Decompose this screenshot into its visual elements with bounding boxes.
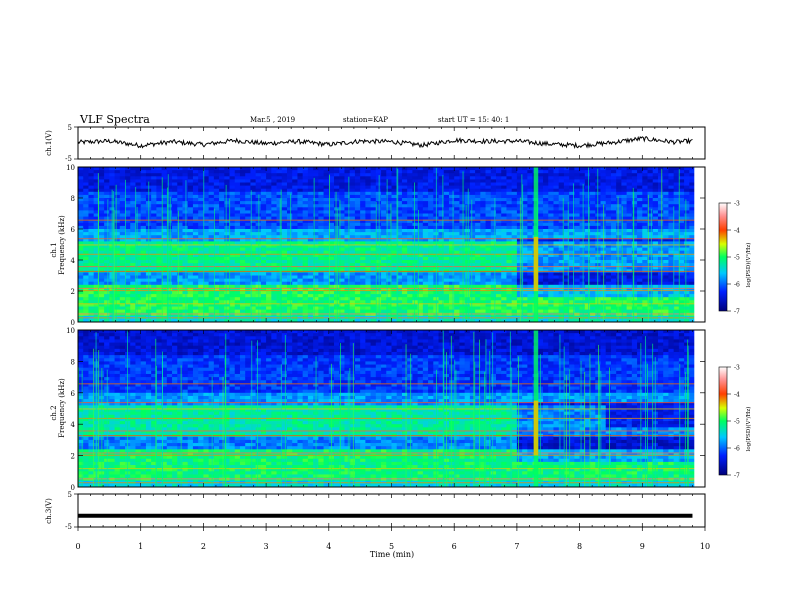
ch1-ytick-label: 8 — [71, 195, 75, 203]
time-tick-label: 2 — [201, 542, 206, 551]
time-tick-label: 6 — [452, 542, 457, 551]
time-tick-label: 7 — [514, 542, 519, 551]
ch2-channel-label: ch.2 — [50, 405, 58, 420]
time-axis: 0 1 2 3 4 5 6 7 8 9 10 — [75, 527, 710, 551]
ch1-ytick-label: 0 — [71, 319, 75, 327]
colorbar-tick-label: -7 — [734, 309, 740, 316]
colorbar-label: log(PSD)(V²/Hz) — [745, 407, 752, 452]
time-axis-label: Time (min) — [370, 550, 414, 559]
colorbars: -3 -4 -5 -6 -7 log(PSD)(V²/Hz) -3 -4 -5 -6 -7 log(P… — [718, 201, 752, 480]
station-label: station=KAP — [343, 116, 388, 124]
ch1-ytick-label: 4 — [71, 257, 76, 265]
ch2-frequency-ticks: 0 2 4 6 8 10 — [66, 327, 706, 492]
time-tick-label: 10 — [700, 542, 710, 551]
colorbar-tick-label: -6 — [734, 282, 740, 289]
colorbar-1 — [718, 202, 728, 312]
time-tick-label: 3 — [264, 542, 269, 551]
ch2-ytick-label: 4 — [71, 421, 76, 429]
ch1-waveform-plot — [74, 126, 706, 160]
time-tick-label: 9 — [640, 542, 645, 551]
ch2-spectrogram — [78, 330, 706, 488]
ch1-frequency-ticks: 0 2 4 6 8 10 — [66, 164, 706, 327]
colorbar-label: log(PSD)(V²/Hz) — [745, 243, 752, 288]
ch3-waveform-ylabel: ch.3(V) — [45, 498, 53, 524]
ch1-spectrogram — [78, 167, 706, 323]
ch2-frequency-label: Frequency (kHz) — [58, 378, 66, 438]
ch1-channel-label: ch.1 — [50, 242, 58, 257]
time-tick-label: 0 — [75, 542, 80, 551]
start-time-label: start UT = 15: 40: 1 — [438, 116, 509, 124]
date-label: Mar.5 , 2019 — [250, 116, 295, 124]
colorbar-tick-label: -5 — [734, 255, 740, 262]
ch1-waveform-line — [77, 135, 693, 150]
colorbar-tick-label: -7 — [734, 473, 740, 480]
ch1-ytick-bottom: -5 — [65, 155, 72, 163]
colorbar-tick-label: -3 — [734, 365, 740, 372]
time-tick-label: 1 — [138, 542, 143, 551]
colorbar-tick-label: -4 — [734, 228, 740, 235]
time-tick-label: 5 — [389, 542, 394, 551]
ch3-ytick-bottom: -5 — [65, 523, 72, 531]
colorbar-tick-label: -4 — [734, 392, 740, 399]
time-tick-label: 4 — [326, 542, 331, 551]
ch1-frequency-label: Frequency (kHz) — [58, 215, 66, 275]
colorbar-2 — [718, 366, 728, 476]
colorbar-tick-label: -5 — [734, 419, 740, 426]
colorbar-tick-label: -3 — [734, 201, 740, 208]
time-tick-label: 8 — [577, 542, 582, 551]
ch1-waveform-ylabel: ch.1(V) — [45, 130, 53, 156]
ch2-ytick-label: 2 — [71, 453, 75, 461]
ch1-ytick-top: 5 — [68, 124, 72, 132]
ch1-ytick-label: 6 — [71, 226, 76, 234]
ch3-waveform-frame — [77, 493, 706, 528]
ch2-ytick-label: 8 — [71, 358, 75, 366]
colorbar-tick-label: -6 — [734, 446, 740, 453]
ch2-ytick-label: 6 — [71, 390, 76, 398]
ch3-ytick-top: 5 — [68, 491, 72, 499]
ch2-ytick-label: 0 — [71, 484, 75, 492]
ch2-ytick-label: 10 — [66, 327, 75, 335]
ch3-waveform-plot — [74, 493, 706, 528]
figure-title: VLF Spectra — [79, 113, 150, 126]
ch1-ytick-label: 2 — [71, 288, 75, 296]
ch1-ytick-label: 10 — [66, 164, 75, 172]
